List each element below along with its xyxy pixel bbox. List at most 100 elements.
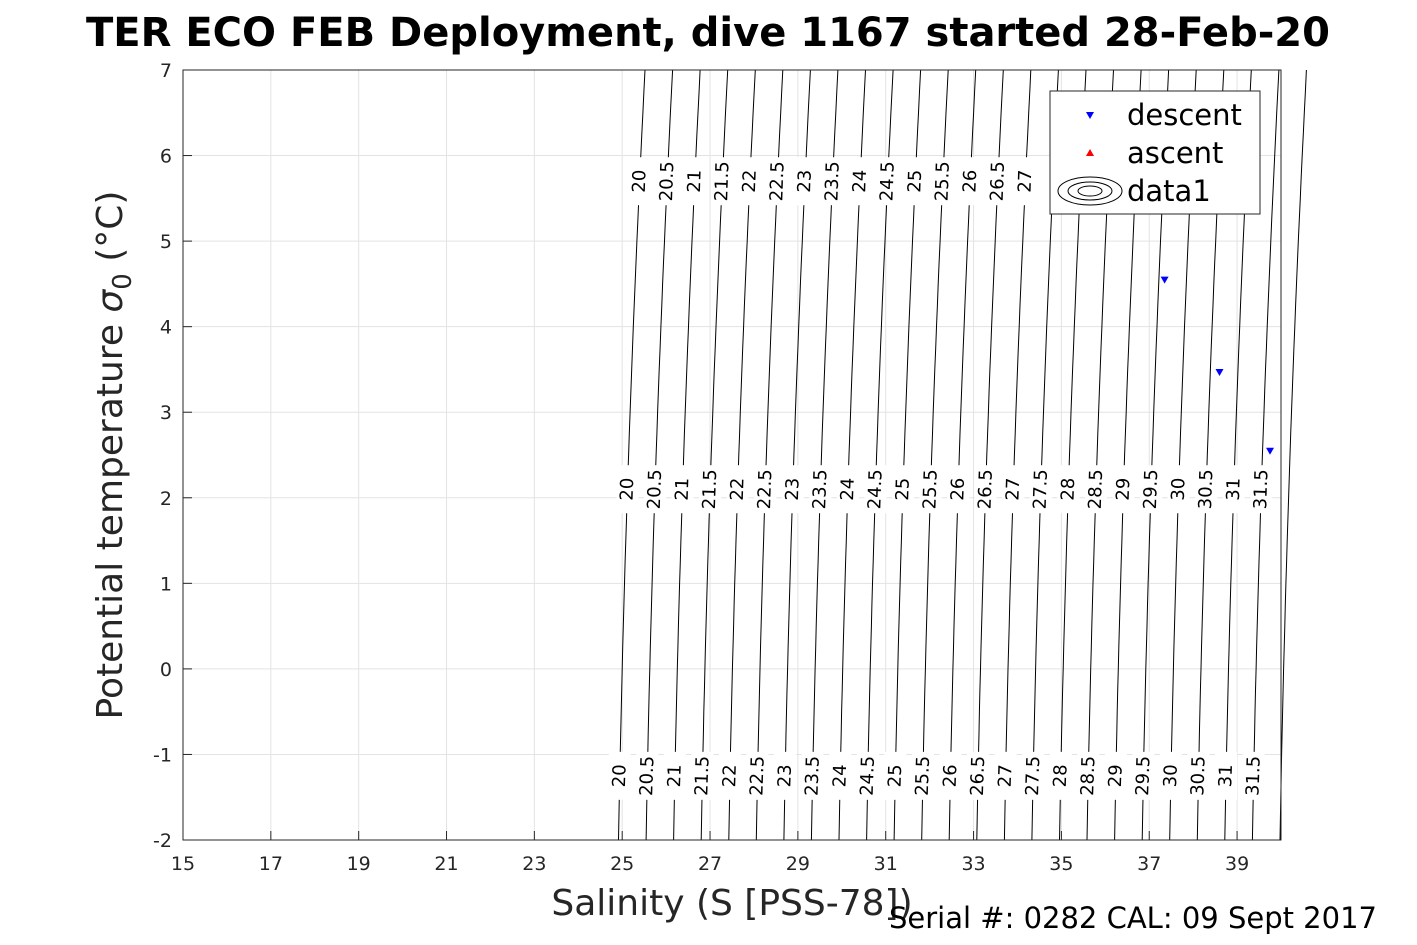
contour-label: 25 xyxy=(892,477,914,501)
y-tick-label: 1 xyxy=(160,573,172,595)
contour-label: 24 xyxy=(829,764,851,788)
contour-label-gap xyxy=(959,157,982,206)
legend-descent-marker xyxy=(1086,112,1094,119)
contour-label: 28 xyxy=(1057,477,1079,501)
y-tick-label: 6 xyxy=(160,146,172,168)
y-tick-label: 4 xyxy=(160,317,172,339)
y-axis-label: Potential temperature σ0 (°C) xyxy=(90,191,138,720)
contour-label: 21.5 xyxy=(699,469,721,510)
contour-label-gap xyxy=(781,465,804,514)
contour-label-gap xyxy=(628,157,651,206)
contour-label-gap xyxy=(656,157,679,206)
contour-label-gap xyxy=(1222,465,1245,514)
legend: descent ascent data1 xyxy=(1049,90,1261,215)
legend-box xyxy=(1049,90,1261,215)
contour-label: 29 xyxy=(1113,477,1135,501)
contour-label: 20 xyxy=(629,169,651,193)
contour-label-gap xyxy=(643,465,666,514)
contour-label: 27 xyxy=(995,764,1017,788)
contour-label: 24.5 xyxy=(876,161,898,202)
contour-label-gap xyxy=(849,157,872,206)
contour-label-gap xyxy=(947,465,970,514)
contour-label-gap xyxy=(663,751,686,800)
contour-label-gap xyxy=(884,751,907,800)
contour-label: 31 xyxy=(1223,477,1245,501)
contour-label: 29 xyxy=(1105,764,1127,788)
x-tick-label: 31 xyxy=(874,853,898,875)
x-tick-label: 27 xyxy=(698,853,722,875)
x-tick-label: 15 xyxy=(171,853,195,875)
contour-label: 25.5 xyxy=(919,469,941,510)
serial-calibration-note: Serial #: 0282 CAL: 09 Sept 2017 xyxy=(889,901,1377,935)
contour-label: 26 xyxy=(940,764,962,788)
y-tick-label: 2 xyxy=(160,488,172,510)
data-point-descent xyxy=(1266,447,1275,455)
contour-label: 20.5 xyxy=(656,161,678,202)
contour-label-gap xyxy=(864,465,887,514)
contour-label: 20 xyxy=(617,477,639,501)
contour-label: 22.5 xyxy=(746,755,768,796)
contour-label-gap xyxy=(691,751,714,800)
contour-label-gap xyxy=(1014,157,1037,206)
contour-label: 24.5 xyxy=(864,469,886,510)
contour-label: 27.5 xyxy=(1022,755,1044,796)
legend-ascent-marker xyxy=(1086,149,1094,156)
contour-label: 25 xyxy=(904,169,926,193)
contour-label: 31.5 xyxy=(1250,469,1272,510)
contour-label: 22 xyxy=(719,764,741,788)
contour-label-gap xyxy=(636,751,659,800)
contour-label: 30 xyxy=(1168,477,1190,501)
y-tick-label: 0 xyxy=(160,659,172,681)
contour-label-gap xyxy=(718,751,741,800)
contour-label-gap xyxy=(774,751,797,800)
contour-label-gap xyxy=(892,465,915,514)
contour-label: 23.5 xyxy=(809,469,831,510)
contour-line xyxy=(1279,69,1307,841)
contour-label-gap xyxy=(836,465,859,514)
contour-label-gap xyxy=(919,465,942,514)
contour-label-gap xyxy=(1242,751,1265,800)
y-tick-label: 7 xyxy=(160,60,172,82)
contour-label-gap xyxy=(793,157,816,206)
contour-label: 29.5 xyxy=(1140,469,1162,510)
contour-label-gap xyxy=(931,157,954,206)
contour-label-gap xyxy=(1104,751,1127,800)
contour-label-gap xyxy=(711,157,734,206)
contour-label: 21.5 xyxy=(691,755,713,796)
contour-label: 26 xyxy=(947,477,969,501)
contour-label-gap xyxy=(683,157,706,206)
x-tick-label: 17 xyxy=(259,853,283,875)
contour-label-gap xyxy=(1029,465,1052,514)
contour-label-gap xyxy=(801,751,824,800)
contour-label: 27.5 xyxy=(1030,469,1052,510)
data-points xyxy=(1160,276,1275,455)
x-tick-label: 39 xyxy=(1225,853,1249,875)
contour-label: 24.5 xyxy=(857,755,879,796)
contour-label: 24 xyxy=(837,477,859,501)
contour-label: 20 xyxy=(609,764,631,788)
contour-label-gap xyxy=(911,751,934,800)
contour-label-gap xyxy=(608,751,631,800)
contour-label: 25 xyxy=(884,764,906,788)
x-tick-label: 37 xyxy=(1137,853,1161,875)
contour-label-gap xyxy=(821,157,844,206)
x-tick-labels: 15 17 19 21 23 25 27 29 31 33 35 37 39 xyxy=(171,831,1249,875)
contour-label-gap xyxy=(1022,751,1045,800)
contour-label-gap xyxy=(1049,751,1072,800)
contour-label-gap xyxy=(1159,751,1182,800)
x-tick-label: 35 xyxy=(1049,853,1073,875)
contour-label: 27 xyxy=(1002,477,1024,501)
x-tick-label: 23 xyxy=(522,853,546,875)
contour-label: 25.5 xyxy=(932,161,954,202)
contour-label-gap xyxy=(1112,465,1135,514)
contour-label: 28 xyxy=(1050,764,1072,788)
contour-label-gap xyxy=(994,751,1017,800)
y-tick-label: 3 xyxy=(160,402,172,424)
contour-label-gap xyxy=(856,751,879,800)
contour-label: 22.5 xyxy=(754,469,776,510)
contour-label: 30 xyxy=(1160,764,1182,788)
y-tick-label: 5 xyxy=(160,231,172,253)
legend-data1-label: data1 xyxy=(1127,174,1211,208)
y-tick-labels: -2 -1 0 1 2 3 4 5 6 7 xyxy=(153,60,192,852)
contour-label: 26.5 xyxy=(967,755,989,796)
